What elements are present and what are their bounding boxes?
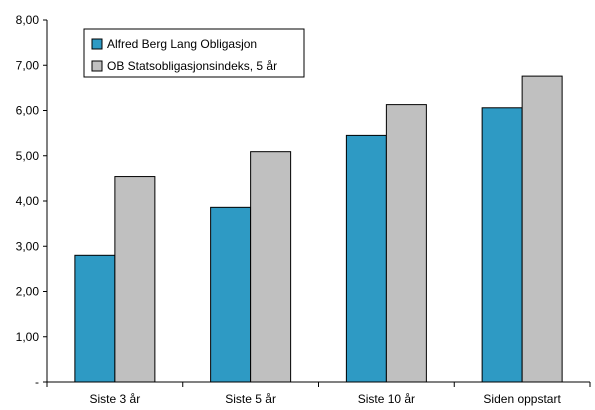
x-tick-label: Siden oppstart [483,392,561,406]
bar-series-2 [521,75,563,383]
y-tick-label: 2,00 [16,285,40,299]
y-tick-label: 4,00 [16,194,40,208]
bar-series-1 [210,206,252,383]
y-tick-label: 5,00 [16,149,40,163]
legend-swatch [91,60,103,72]
x-tick-label: Siste 3 år [90,392,141,406]
x-tick-label: Siste 5 år [225,392,276,406]
bar-series-1 [481,107,523,383]
legend-label: OB Statsobligasjonsindeks, 5 år [107,59,277,73]
bar-series-1 [345,134,387,383]
x-tick-label: Siste 10 år [358,392,415,406]
y-tick-label: 1,00 [16,330,40,344]
bar-series-2 [385,104,427,383]
legend-swatch [91,38,103,50]
y-tick-label: 3,00 [16,239,40,253]
bars-group [74,75,563,383]
bar-series-2 [114,176,156,383]
legend-label: Alfred Berg Lang Obligasjon [107,37,257,51]
y-tick-label: 7,00 [16,58,40,72]
y-tick-label: 8,00 [16,13,40,27]
y-tick-label: - [35,375,39,389]
y-axis-ticks: - 1,00 2,00 3,00 4,00 5,00 6,00 7,00 8,00 [16,13,47,389]
bar-series-2 [250,151,292,383]
x-axis-ticks: Siste 3 år Siste 5 år Siste 10 år Siden opp… [46,382,591,406]
legend-box [83,28,305,78]
bar-series-1 [74,254,116,383]
legend: Alfred Berg Lang Obligasjon OB Statsoblig… [83,28,305,78]
y-tick-label: 6,00 [16,104,40,118]
